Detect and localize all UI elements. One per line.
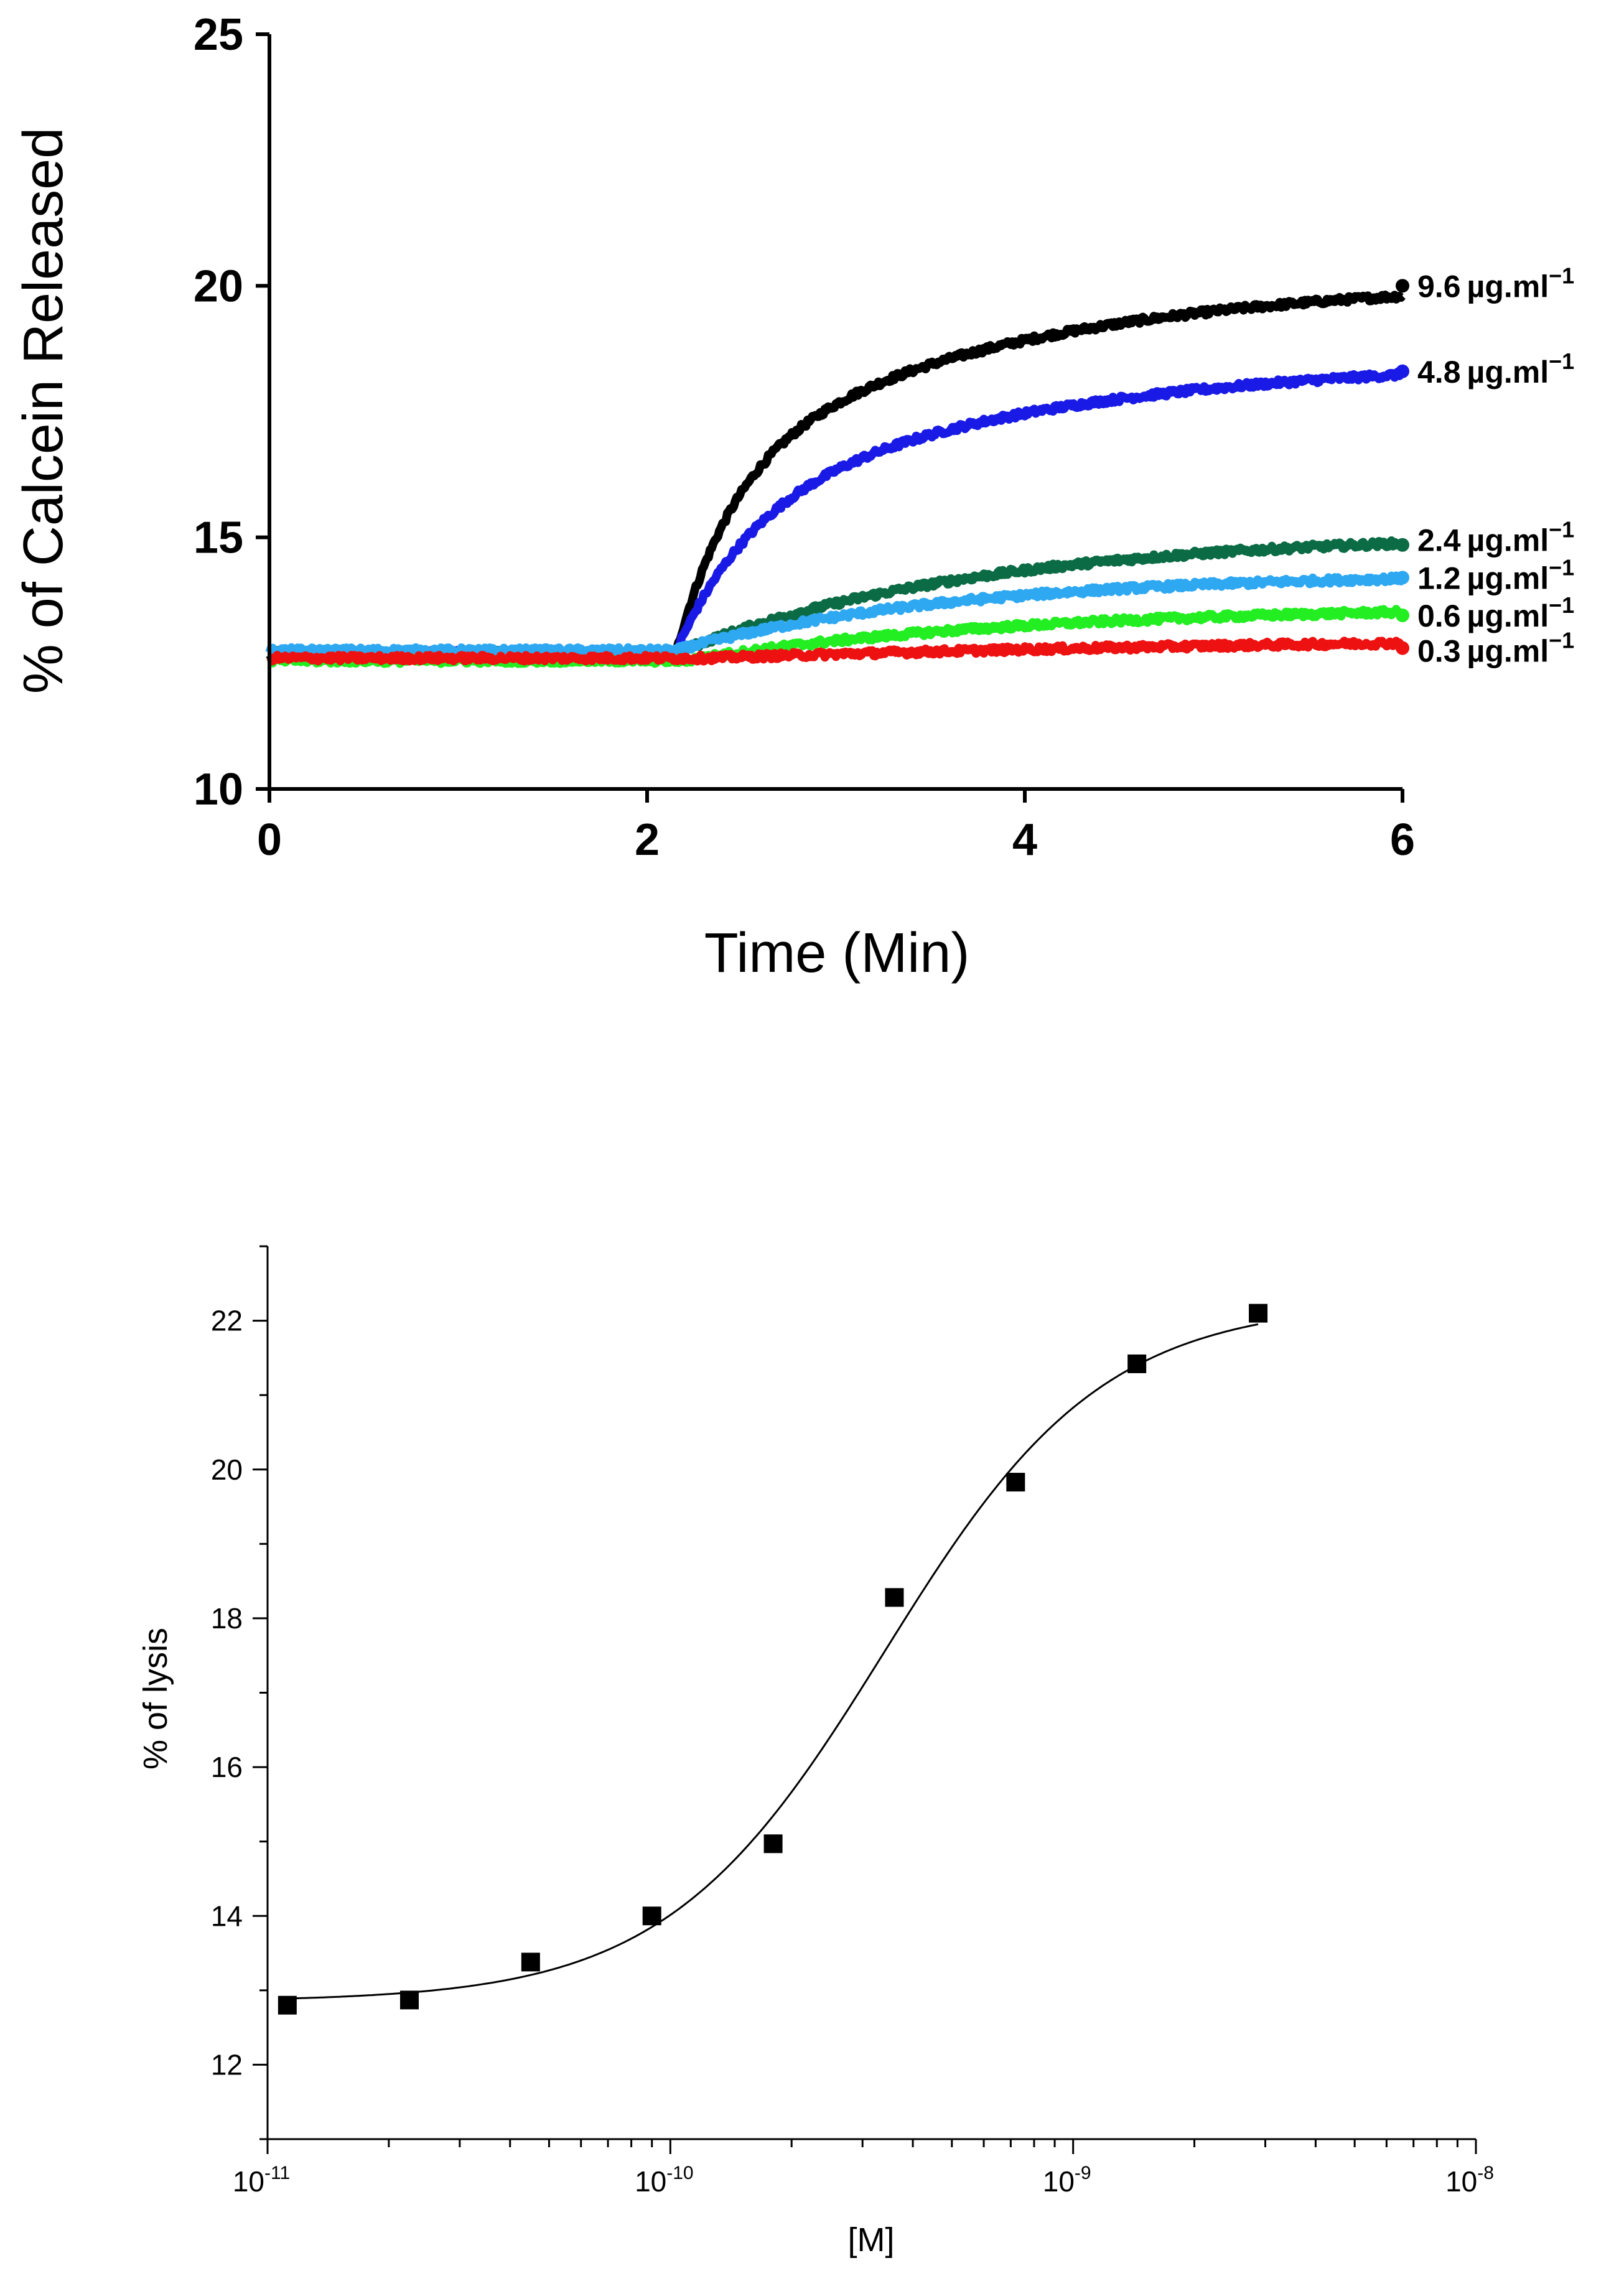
data-point (885, 1588, 904, 1607)
release-x-tick-label: 0 (257, 815, 282, 865)
data-point (521, 1952, 540, 1972)
release-x-tick-label: 4 (1012, 815, 1037, 865)
legend-value: 0.3 (1417, 634, 1461, 669)
lysis-y-tick-label: 22 (211, 1305, 243, 1337)
data-point (642, 1906, 661, 1926)
legend-value: 2.4 (1417, 523, 1461, 558)
series-end-marker (1396, 609, 1409, 623)
legend-value: 4.8 (1417, 355, 1461, 389)
legend-label-0-6: 0.6 µg.ml−1 (1417, 592, 1574, 633)
lysis-x-tick-label: 10-10 (635, 2163, 694, 2198)
data-point (1249, 1304, 1268, 1323)
legend-unit: µg.ml (1467, 523, 1549, 558)
tick-base: 10 (233, 2165, 264, 2198)
lysis-y-tick-label: 12 (211, 2048, 243, 2081)
tick-exponent: -10 (666, 2163, 693, 2183)
data-point (278, 1995, 297, 2015)
release-legend: 9.6 µg.ml−14.8 µg.ml−12.4 µg.ml−11.2 µg.ml−1… (1417, 263, 1574, 668)
legend-value: 0.6 (1417, 599, 1461, 633)
release-y-tick-label: 25 (194, 10, 243, 60)
tick-exponent: -11 (264, 2163, 290, 2183)
release-y-tick-label: 15 (194, 513, 243, 563)
legend-label-9-6: 9.6 µg.ml−1 (1417, 263, 1574, 304)
release-y-label: % of Calcein Released (12, 128, 75, 694)
legend-unit: µg.ml (1467, 561, 1549, 595)
legend-label-1-2: 1.2 µg.ml−1 (1417, 554, 1574, 595)
lysis-y-tick-label: 18 (211, 1602, 243, 1635)
release-axes (268, 34, 1402, 791)
legend-unit: µg.ml (1467, 269, 1549, 304)
series-line-0-3 (266, 637, 1407, 666)
legend-unit: µg.ml (1467, 355, 1549, 389)
lysis-y-tick-label: 16 (211, 1751, 243, 1783)
release-ticks: 0 2 4 6 10 15 20 25 (194, 10, 1415, 865)
lysis-x-tick-label: 10-9 (1043, 2163, 1091, 2198)
legend-unit-exponent: −1 (1549, 263, 1574, 288)
series-end-marker (1396, 538, 1409, 552)
lysis-y-label: % of lysis (137, 1628, 174, 1770)
lysis-fit-curve (287, 1323, 1259, 2000)
legend-value: 1.2 (1417, 561, 1461, 595)
tick-exponent: -9 (1075, 2163, 1091, 2183)
release-series-group (265, 279, 1409, 668)
legend-label-4-8: 4.8 µg.ml−1 (1417, 348, 1574, 389)
tick-base: 10 (635, 2165, 666, 2198)
release-x-tick-label: 6 (1390, 815, 1415, 865)
data-point (763, 1834, 783, 1854)
lysis-y-tick-label: 20 (211, 1453, 243, 1486)
lysis-x-label: [M] (848, 2221, 895, 2259)
series-end-marker (1396, 571, 1409, 585)
legend-unit-exponent: −1 (1549, 348, 1574, 374)
tick-base: 10 (1043, 2165, 1075, 2198)
legend-unit-exponent: −1 (1549, 554, 1574, 580)
tick-base: 10 (1445, 2165, 1477, 2198)
legend-value: 9.6 (1417, 269, 1461, 304)
legend-unit: µg.ml (1467, 634, 1549, 669)
lysis-x-tick-label: 10-11 (233, 2163, 290, 2198)
lysis-y-tick-label: 14 (211, 1900, 243, 1932)
series-end-marker (1396, 364, 1409, 378)
series-end-marker (1396, 641, 1409, 655)
tick-exponent: -8 (1477, 2163, 1494, 2183)
legend-label-0-3: 0.3 µg.ml−1 (1417, 628, 1574, 669)
data-point (399, 1990, 419, 2010)
lysis-points (278, 1304, 1268, 2015)
legend-unit: µg.ml (1467, 599, 1549, 633)
release-x-label: Time (Min) (704, 922, 970, 984)
lysis-x-tick-label: 10-8 (1445, 2163, 1494, 2198)
release-y-tick-label: 10 (194, 765, 243, 814)
legend-label-2-4: 2.4 µg.ml−1 (1417, 517, 1574, 558)
data-point (1127, 1354, 1147, 1373)
legend-unit-exponent: −1 (1549, 628, 1574, 653)
series-end-marker (1396, 279, 1409, 293)
data-point (1006, 1473, 1025, 1492)
release-y-tick-label: 20 (194, 261, 243, 311)
release-x-tick-label: 2 (635, 815, 660, 865)
lysis-axes (266, 1246, 1476, 2140)
legend-unit-exponent: −1 (1549, 517, 1574, 543)
legend-unit-exponent: −1 (1549, 592, 1574, 618)
series-line-1-2 (265, 571, 1406, 658)
